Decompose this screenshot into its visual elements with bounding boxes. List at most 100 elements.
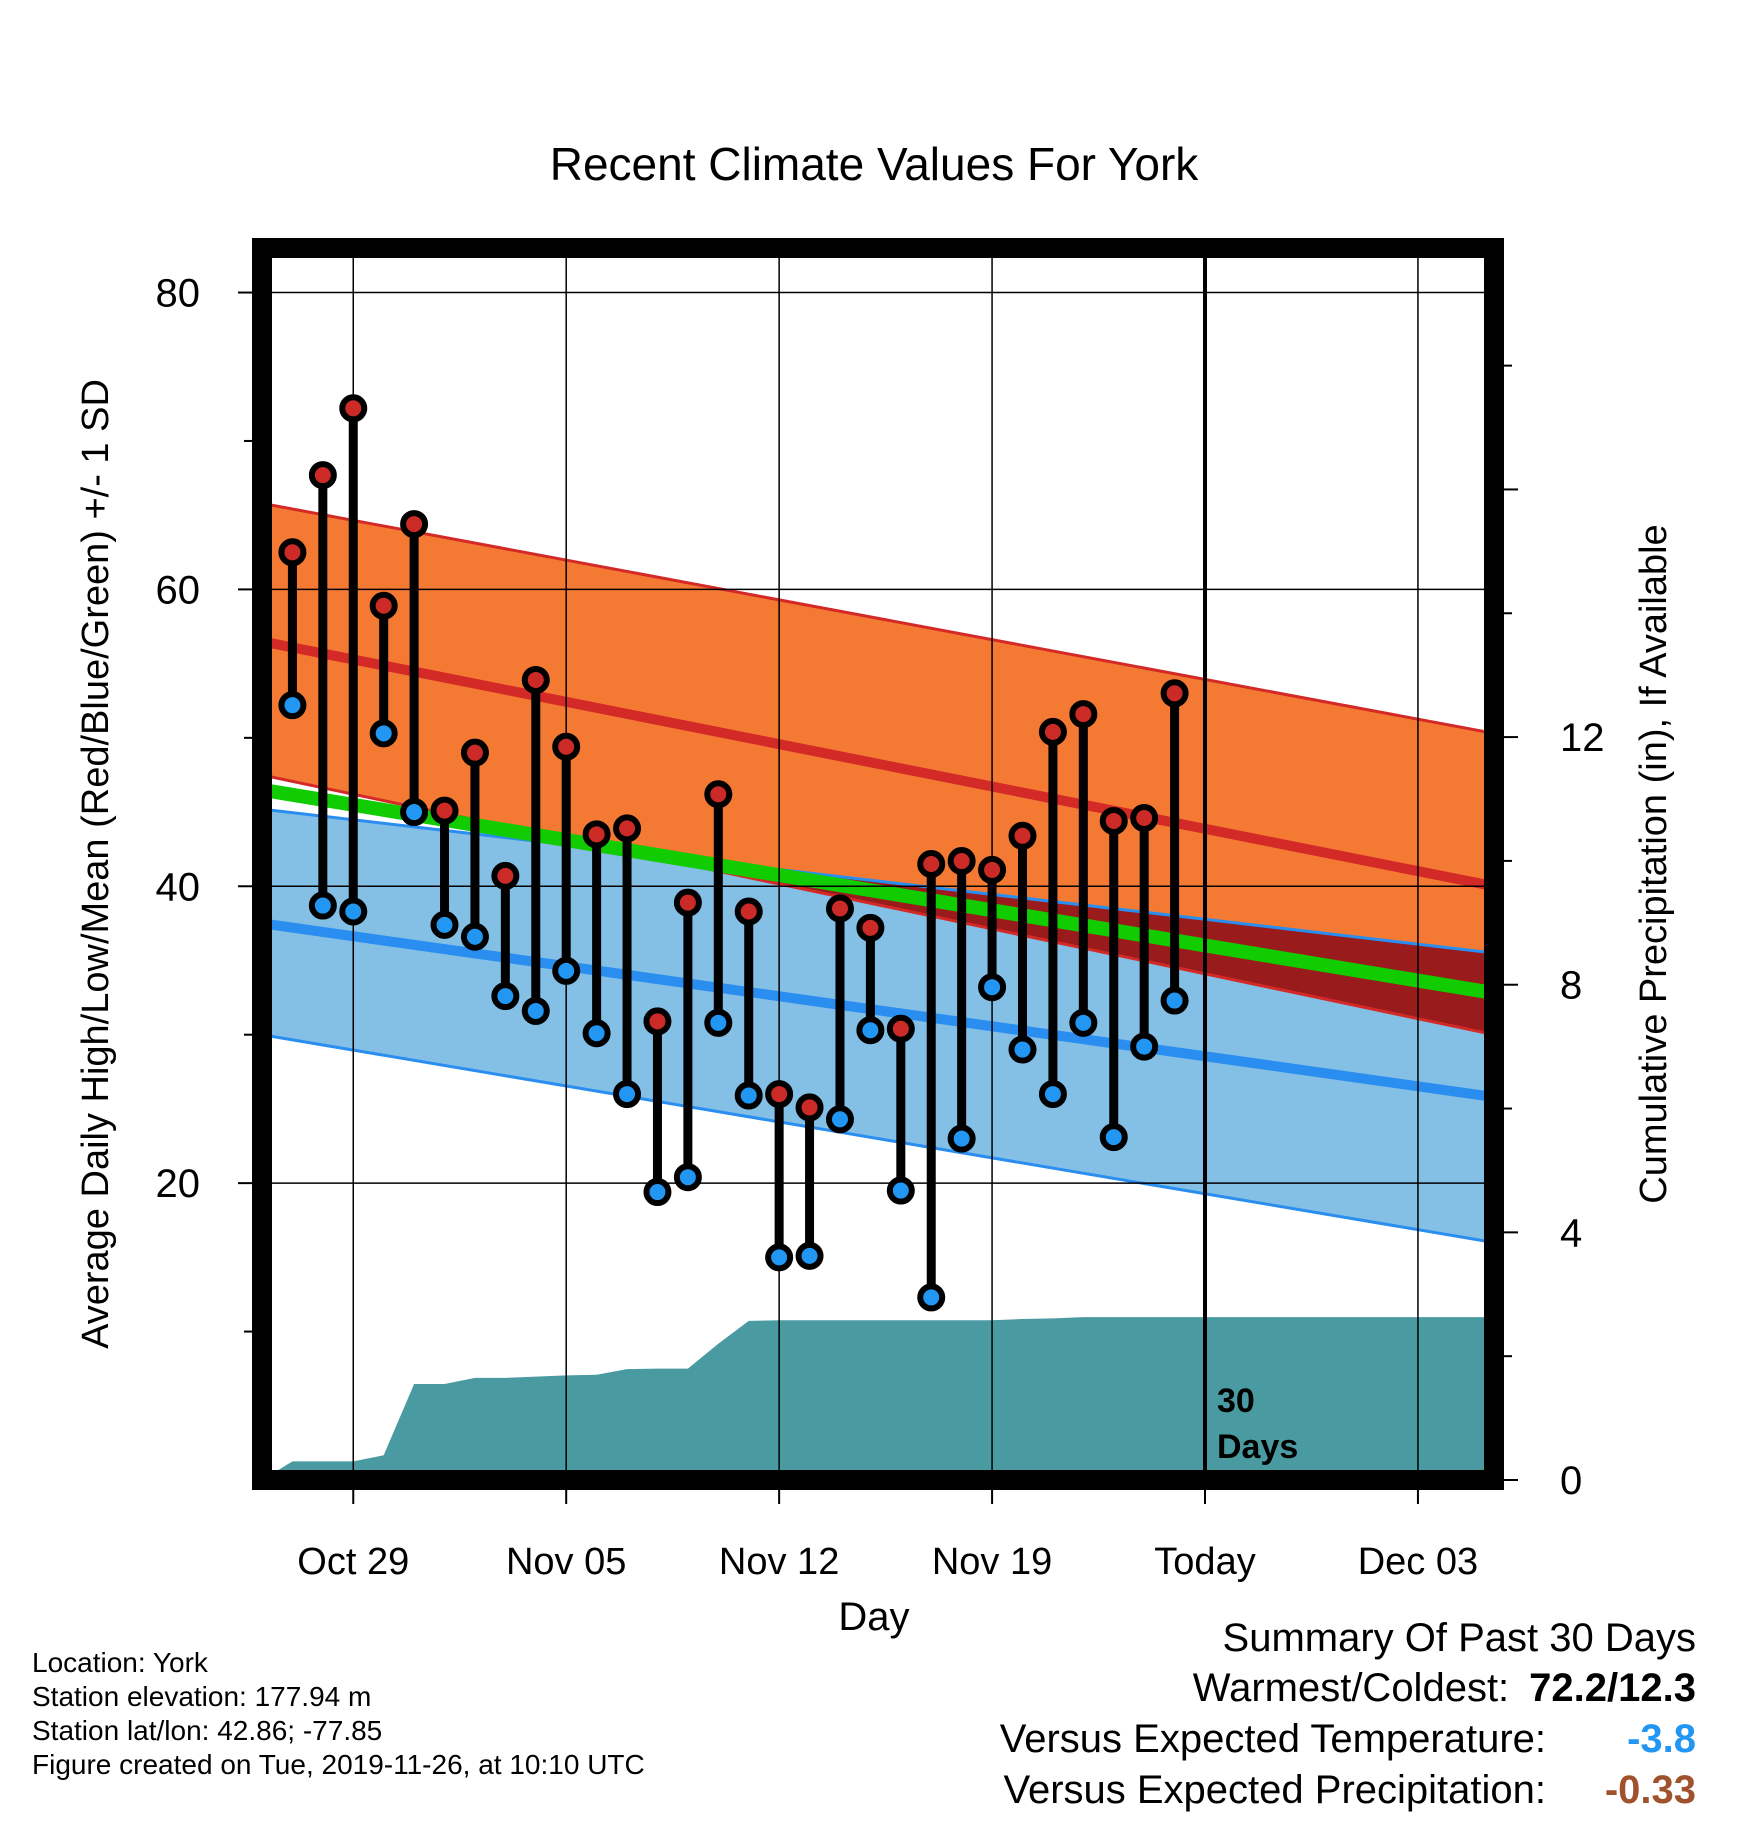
- summary-temp: Versus Expected Temperature: -3.8: [1000, 1717, 1696, 1762]
- low-point-day-9: [552, 956, 581, 985]
- high-point-day-5: [430, 796, 459, 825]
- elevation-text: Station elevation: 177.94 m: [32, 1681, 372, 1712]
- precipitation-area: [262, 1317, 1494, 1480]
- low-point-day-15: [734, 1081, 763, 1110]
- low-point-day-10: [582, 1019, 611, 1048]
- station-info: Location: York Station elevation: 177.94…: [32, 1646, 645, 1782]
- low-point-day-28: [1130, 1032, 1159, 1061]
- high-point-day-4: [400, 510, 429, 539]
- high-normal-band: [262, 503, 1494, 1035]
- low-point-day-20: [886, 1176, 915, 1205]
- y2-tick-label-4: 4: [1560, 1211, 1582, 1255]
- high-point-day-2: [339, 394, 368, 423]
- y-tick-label-80: 80: [156, 272, 201, 316]
- plot-frame: [252, 238, 1504, 1490]
- high-point-day-11: [613, 814, 642, 843]
- high-band-upper-edge: [262, 501, 1494, 735]
- high-point-day-14: [704, 780, 733, 809]
- low-point-day-21: [917, 1283, 946, 1312]
- low-point-day-1: [308, 891, 337, 920]
- x-tick-label-0: Oct 29: [297, 1541, 409, 1583]
- low-band-lower-edge: [262, 1033, 1494, 1244]
- low-point-day-25: [1038, 1080, 1067, 1109]
- high-normal-line: [262, 636, 1494, 892]
- y-tick-label-60: 60: [156, 568, 201, 612]
- x-tick-label-5: Dec 03: [1358, 1541, 1478, 1583]
- high-point-day-18: [825, 894, 854, 923]
- high-point-day-22: [947, 847, 976, 876]
- low-point-day-23: [978, 973, 1007, 1002]
- precip-label: Versus Expected Precipitation:: [1003, 1768, 1546, 1812]
- x-axis-label: Day: [838, 1595, 909, 1639]
- high-point-day-15: [734, 897, 763, 926]
- high-point-day-8: [521, 665, 550, 694]
- low-band-upper-edge: [262, 807, 1494, 955]
- low-point-day-16: [765, 1243, 794, 1272]
- high-point-day-29: [1160, 679, 1189, 708]
- today-days-number: 30: [1217, 1382, 1255, 1420]
- low-point-day-3: [369, 719, 398, 748]
- low-point-day-0: [278, 691, 307, 720]
- high-point-day-13: [673, 888, 702, 917]
- high-point-day-23: [978, 855, 1007, 884]
- low-point-day-12: [643, 1178, 672, 1207]
- y-tick-label-40: 40: [156, 865, 201, 909]
- x-tick-label-4: Today: [1154, 1541, 1255, 1583]
- high-point-day-7: [491, 861, 520, 890]
- high-point-day-1: [308, 461, 337, 490]
- axes: 20 40 60 80 0 4 8 12 Oct 29 Nov 05 Nov 12 Nov 19 Tod…: [156, 272, 1605, 1583]
- y2-tick-label-8: 8: [1560, 964, 1582, 1008]
- warm-cold-label: Warmest/Coldest:: [1192, 1666, 1510, 1710]
- low-point-day-6: [460, 922, 489, 951]
- high-point-day-0: [278, 538, 307, 567]
- low-point-day-4: [400, 798, 429, 827]
- y-tick-label-20: 20: [156, 1162, 201, 1206]
- precip-value: -0.33: [1604, 1768, 1696, 1812]
- warm-cold-value: 72.2/12.3: [1529, 1666, 1696, 1710]
- chart-title: Recent Climate Values For York: [550, 138, 1200, 190]
- summary-warm-cold: Warmest/Coldest: 72.2/12.3: [1193, 1666, 1696, 1711]
- high-point-day-12: [643, 1007, 672, 1036]
- summary-precip: Versus Expected Precipitation: -0.33: [1003, 1768, 1696, 1813]
- summary-heading: Summary Of Past 30 Days: [1222, 1616, 1696, 1660]
- high-point-day-6: [460, 738, 489, 767]
- high-point-day-9: [552, 732, 581, 761]
- y2-tick-label-12: 12: [1560, 716, 1605, 760]
- high-point-day-25: [1038, 717, 1067, 746]
- low-point-day-22: [947, 1124, 976, 1153]
- y-axis-label: Average Daily High/Low/Mean (Red/Blue/Gr…: [75, 379, 117, 1349]
- low-point-day-26: [1069, 1008, 1098, 1037]
- low-point-day-2: [339, 897, 368, 926]
- low-point-day-29: [1160, 986, 1189, 1015]
- low-point-day-24: [1008, 1035, 1037, 1064]
- high-point-day-10: [582, 820, 611, 849]
- high-point-day-21: [917, 850, 946, 878]
- location-text: Location: York: [32, 1647, 208, 1678]
- high-point-day-3: [369, 591, 398, 620]
- high-point-day-19: [856, 913, 885, 942]
- y2-axis-label: Cumulative Precipitation (in), If Availa…: [1633, 524, 1675, 1203]
- x-tick-label-3: Nov 19: [932, 1541, 1052, 1583]
- y2-tick-label-0: 0: [1560, 1459, 1582, 1503]
- latlon-text: Station lat/lon: 42.86; -77.85: [32, 1715, 383, 1746]
- low-point-day-8: [521, 996, 550, 1025]
- plot-area: [262, 501, 1494, 1480]
- today-days-unit: Days: [1217, 1428, 1298, 1466]
- high-point-day-26: [1069, 700, 1098, 729]
- mean-normal-line: [262, 782, 1494, 1001]
- low-point-day-13: [673, 1163, 702, 1192]
- low-point-day-19: [856, 1016, 885, 1045]
- low-point-day-11: [613, 1080, 642, 1109]
- temp-value: -3.8: [1627, 1717, 1696, 1761]
- temp-label: Versus Expected Temperature:: [999, 1717, 1546, 1761]
- high-point-day-24: [1008, 821, 1037, 850]
- low-point-day-27: [1099, 1123, 1128, 1152]
- x-tick-label-2: Nov 12: [719, 1541, 839, 1583]
- low-normal-line: [262, 918, 1494, 1102]
- high-point-day-28: [1130, 803, 1159, 832]
- daily-observations: [278, 394, 1189, 1312]
- high-point-day-20: [886, 1014, 915, 1043]
- low-point-day-7: [491, 982, 520, 1011]
- low-point-day-14: [704, 1008, 733, 1037]
- low-point-day-17: [795, 1241, 824, 1270]
